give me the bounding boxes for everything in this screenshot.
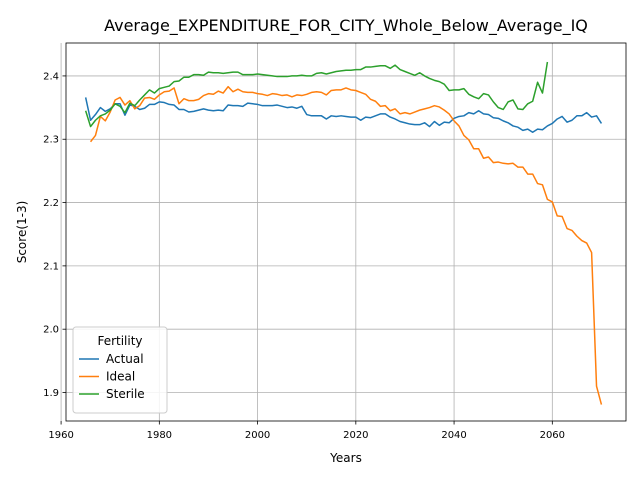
chart-title: Average_EXPENDITURE_FOR_CITY_Whole_Below…	[104, 16, 588, 36]
y-axis-label: Score(1-3)	[15, 201, 29, 264]
series-line-ideal	[89, 85, 603, 405]
legend-label-actual: Actual	[106, 352, 144, 366]
x-tick-label: 2020	[343, 430, 368, 441]
y-tick-label: 1.9	[43, 388, 59, 399]
legend-label-ideal: Ideal	[106, 370, 135, 384]
x-tick-label: 2000	[245, 430, 270, 441]
series-line-actual	[84, 97, 603, 134]
x-axis-label: Years	[329, 451, 362, 465]
legend-title: Fertility	[97, 334, 142, 348]
y-tick-label: 2.4	[43, 71, 59, 82]
series-line-sterile	[84, 61, 549, 128]
axis-ticks: 1960 1980 2000 2020 2040 2060 1.9 2.0 2.1 2.2 2.3 2…	[43, 71, 565, 441]
y-tick-label: 2.0	[43, 325, 59, 336]
x-tick-label: 1960	[48, 430, 73, 441]
legend: Fertility Actual Ideal Sterile	[72, 326, 168, 414]
legend-label-sterile: Sterile	[106, 387, 145, 401]
plot-lines	[84, 61, 603, 405]
y-tick-label: 2.1	[43, 261, 59, 272]
legend-box	[72, 326, 168, 414]
x-tick-label: 2040	[441, 430, 466, 441]
x-tick-label: 2060	[540, 430, 565, 441]
plot-frame	[65, 42, 627, 422]
y-tick-label: 2.2	[43, 198, 59, 209]
x-tick-label: 1980	[147, 430, 172, 441]
y-tick-label: 2.3	[43, 135, 59, 146]
